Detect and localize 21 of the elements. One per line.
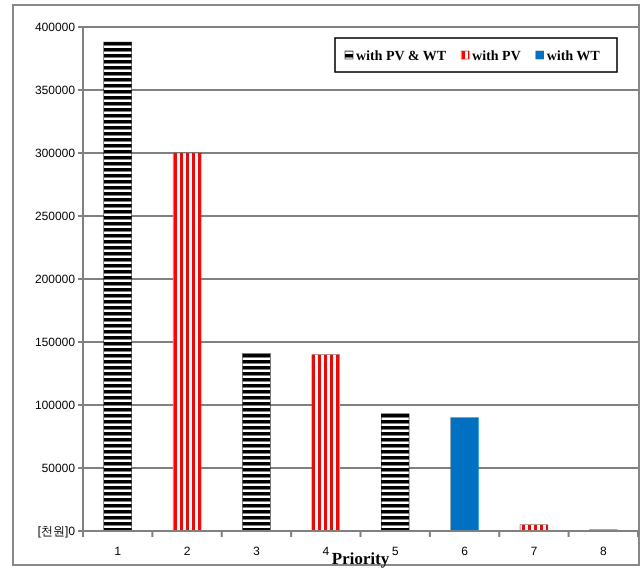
legend-label: with WT: [546, 49, 600, 64]
y-tick-label: 50000: [42, 461, 76, 475]
y-tick-label: 150000: [34, 335, 76, 349]
y-tick-label: 400000: [34, 20, 76, 34]
y-tick-label: 250000: [34, 209, 76, 223]
x-tick-label: 6: [461, 544, 468, 558]
x-tick-label: 1: [114, 544, 122, 558]
legend-label: with PV: [472, 49, 521, 64]
x-tick-label: 8: [600, 544, 607, 558]
x-axis-title: Priority: [332, 549, 390, 568]
y-tick-label: [천원]0: [38, 524, 76, 538]
y-tick-label: 350000: [34, 83, 76, 97]
x-tick-label: 7: [530, 544, 538, 558]
y-tick-label: 300000: [34, 146, 76, 160]
x-tick-label: 3: [253, 544, 260, 558]
y-tick-label: 200000: [34, 272, 76, 286]
legend-label: with PV & WT: [356, 49, 447, 64]
x-tick-label: 4: [322, 544, 330, 558]
y-tick-label: 100000: [34, 398, 76, 412]
x-tick-label: 2: [184, 544, 191, 558]
x-tick-label: 5: [392, 544, 399, 558]
